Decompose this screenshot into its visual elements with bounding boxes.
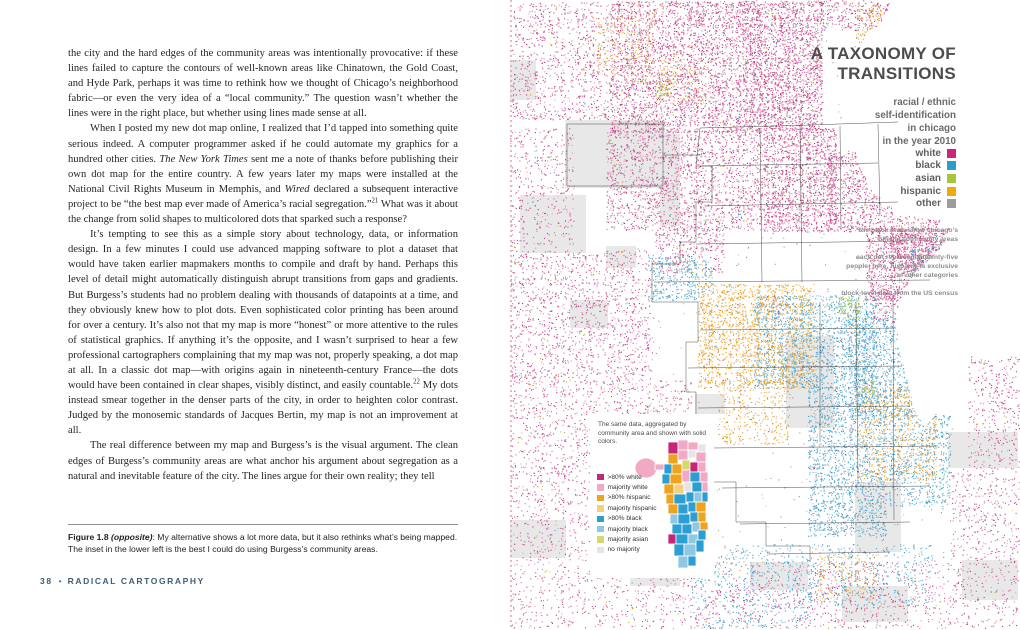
inset-legend-row: majority white: [597, 482, 657, 492]
inset-caption: The same data, aggregated by community a…: [598, 421, 707, 446]
chicago-dot-map: [510, 0, 1020, 630]
inset-legend-row: >80% white: [597, 472, 657, 482]
text-segment: sent me a note of thanks before publishi…: [68, 153, 459, 195]
page-gutter-dots: [510, 0, 513, 630]
inset-legend-color-chip: [597, 515, 604, 522]
inset-legend-label: no majority: [607, 546, 640, 554]
inset-legend-label: majority asian: [607, 536, 649, 544]
text-segment: Wired: [284, 183, 310, 195]
text-segment: 21: [371, 197, 379, 205]
inset-legend-row: majority black: [597, 524, 657, 534]
legend-row: white: [900, 147, 956, 160]
note-text: each dot represents twenty-five people; …: [846, 254, 958, 279]
inset-legend-label: >80% black: [607, 515, 642, 523]
map-notes: the black lines show chicago’s official …: [838, 226, 958, 307]
text-segment: When I posted my new dot map online, I r…: [68, 123, 458, 165]
inset-legend-label: majority white: [607, 484, 648, 492]
body-text: the city and the hard edges of the commu…: [68, 46, 458, 484]
note-text: the black lines show chicago’s official …: [858, 227, 958, 243]
inset-legend-color-chip: [597, 505, 604, 512]
page-left: the city and the hard edges of the commu…: [40, 46, 462, 586]
page-right: A TAXONOMY OF TRANSITIONS racial / ethni…: [510, 0, 1020, 630]
legend-color-chip: [947, 148, 956, 158]
inset-legend-row: majority hispanic: [597, 503, 657, 513]
inset-legend-row: >80% hispanic: [597, 493, 657, 503]
legend-row: other: [900, 197, 956, 210]
legend-row: hispanic: [900, 185, 956, 198]
text-segment: 22: [413, 378, 420, 386]
body-paragraph: the city and the hard edges of the commu…: [68, 46, 458, 121]
inset-map-canvas: [634, 438, 712, 576]
inset-legend-color-chip: [597, 525, 604, 533]
inset-legend-color-chip: [597, 484, 604, 491]
inset-legend-label: majority hispanic: [607, 504, 657, 512]
legend-row: black: [900, 160, 956, 173]
text-segment: the city and the hard edges of the commu…: [68, 48, 458, 120]
map-subtitle-line: in chicago: [907, 123, 956, 134]
legend-row: asian: [900, 172, 956, 185]
text-segment: It’s tempting to see this as a simple st…: [68, 229, 458, 392]
text-segment: : My alternative shows a lot more data, …: [68, 532, 458, 554]
inset-legend-row: >80% black: [597, 514, 657, 524]
legend-color-chip: [947, 173, 956, 183]
book-title: RADICAL CARTOGRAPHY: [67, 576, 205, 586]
map-title: A TAXONOMY OF TRANSITIONS: [811, 44, 956, 83]
body-paragraph: The real difference between my map and B…: [68, 438, 458, 483]
body-paragraph: It’s tempting to see this as a simple st…: [68, 227, 458, 438]
legend-label: asian: [915, 172, 941, 184]
inset-legend-label: >80% white: [607, 473, 642, 481]
map-legend: white black asian hispanic other: [900, 147, 956, 210]
text-segment: Figure 1.8: [68, 532, 111, 542]
legend-label: white: [915, 147, 941, 159]
inset-legend-color-chip: [597, 473, 604, 481]
footer-separator: •: [58, 576, 62, 586]
legend-color-chip: [947, 186, 956, 196]
text-segment: What was it about the change from solid …: [68, 198, 458, 226]
inset-legend-label: majority black: [607, 525, 648, 533]
inset-legend: >80% white majority white >80% hispanic maj…: [597, 472, 657, 555]
map-title-line2: TRANSITIONS: [837, 63, 956, 83]
map-subtitle: racial / ethnic self-identification in chi…: [875, 96, 956, 148]
legend-color-chip: [947, 199, 956, 209]
legend-label: other: [916, 198, 941, 210]
inset-legend-color-chip: [597, 494, 604, 502]
text-segment: The New York Times: [159, 153, 248, 165]
map-subtitle-line: self-identification: [874, 110, 956, 121]
text-segment: The real difference between my map and B…: [68, 440, 458, 482]
map-subtitle-line: racial / ethnic: [893, 97, 956, 108]
inset-legend-row: no majority: [597, 545, 657, 555]
legend-label: hispanic: [900, 185, 941, 197]
figure-caption: Figure 1.8 (opposite): My alternative sh…: [68, 531, 462, 555]
caption-rule: [68, 524, 458, 525]
map-title-line1: A TAXONOMY OF: [810, 44, 956, 63]
inset-panel: The same data, aggregated by community a…: [590, 414, 714, 578]
page-number: 38: [40, 576, 53, 586]
legend-label: black: [915, 160, 941, 172]
map-subtitle-line: in the year 2010: [882, 136, 956, 147]
legend-color-chip: [947, 161, 956, 171]
inset-legend-color-chip: [597, 546, 604, 554]
page-footer: 38 • RADICAL CARTOGRAPHY: [40, 576, 205, 586]
text-segment: declared a subsequent interactive projec…: [68, 183, 458, 210]
body-paragraph: When I posted my new dot map online, I r…: [68, 121, 458, 227]
text-segment: My dots instead smear together in the de…: [68, 380, 458, 437]
inset-legend-row: majority asian: [597, 534, 657, 544]
text-segment: (opposite): [110, 532, 153, 542]
inset-legend-label: >80% hispanic: [607, 494, 651, 502]
note-text: block-level data from the US census: [841, 290, 958, 297]
inset-legend-color-chip: [597, 536, 604, 543]
